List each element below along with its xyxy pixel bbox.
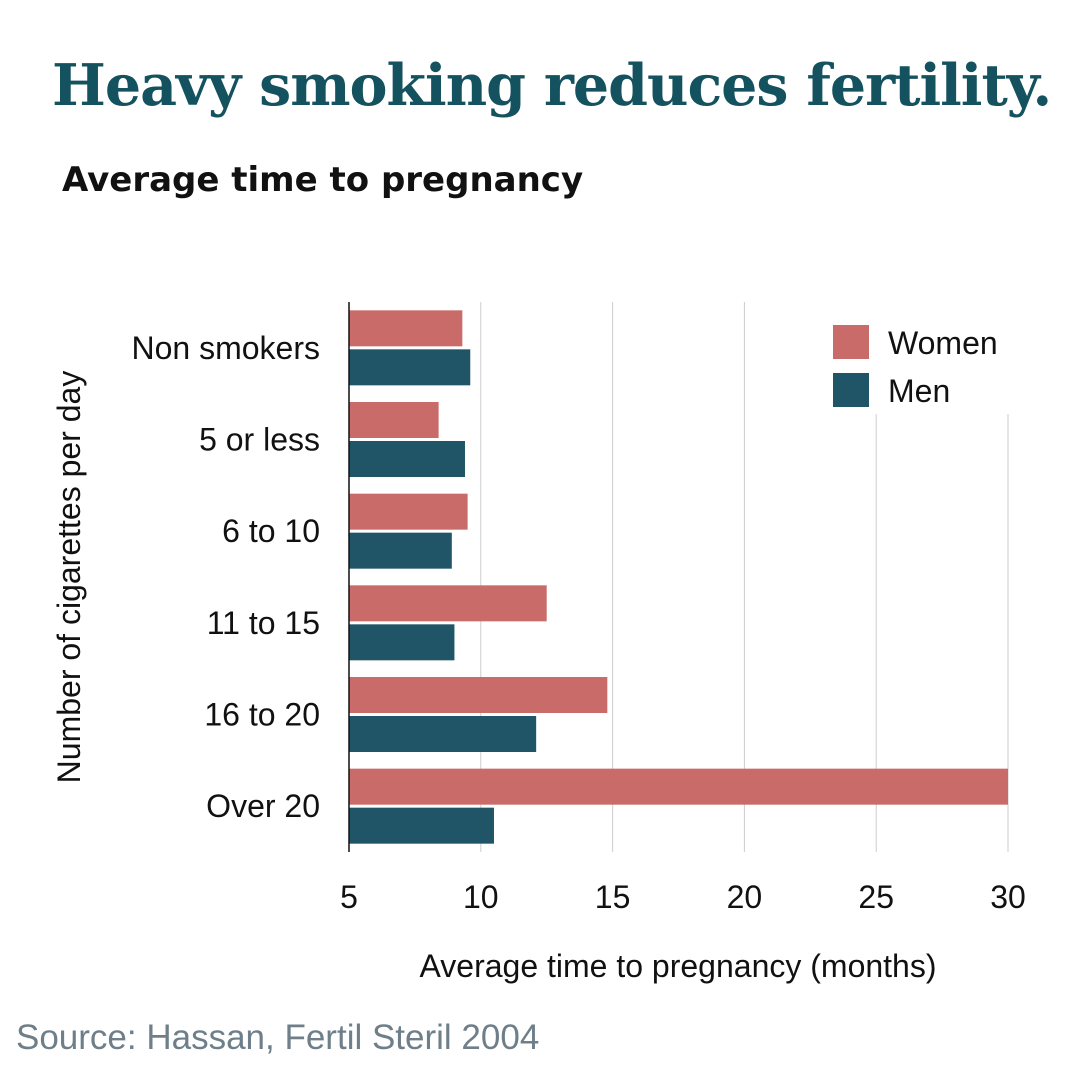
source-note: Source: Hassan, Fertil Steril 2004 <box>16 1018 540 1057</box>
page-title: Heavy smoking reduces fertility. <box>52 52 1052 119</box>
bar-women <box>349 585 547 622</box>
bar-men <box>349 716 537 752</box>
bar-women <box>349 402 439 438</box>
x-tick-label: 15 <box>595 879 631 915</box>
bar-men <box>349 532 452 569</box>
category-label: Over 20 <box>206 788 320 824</box>
bar-women <box>349 677 608 713</box>
legend: Women Men <box>826 302 1010 414</box>
bar-men <box>349 349 471 386</box>
bar-men <box>349 441 465 477</box>
category-label: 5 or less <box>199 422 320 458</box>
category-label: 16 to 20 <box>204 697 320 733</box>
x-tick-label: 10 <box>463 879 499 915</box>
legend-label: Women <box>888 325 998 361</box>
bar-women <box>349 493 468 530</box>
y-axis-label: Number of cigarettes per day <box>51 371 87 784</box>
category-label: Non smokers <box>132 330 321 366</box>
legend-label: Men <box>888 373 950 409</box>
legend-swatch <box>833 373 869 407</box>
category-label: 11 to 15 <box>207 605 320 641</box>
x-tick-label: 25 <box>858 879 894 915</box>
bar-men <box>349 624 455 661</box>
bar-women <box>349 310 463 347</box>
bar-women <box>349 768 1008 805</box>
x-axis-label: Average time to pregnancy (months) <box>420 948 937 984</box>
x-tick-labels: 5 10 15 20 25 30 <box>340 879 1026 915</box>
x-tick-label: 20 <box>727 879 763 915</box>
bar-men <box>349 807 494 844</box>
x-tick-label: 5 <box>340 879 358 915</box>
chart-subtitle: Average time to pregnancy <box>62 160 584 200</box>
category-label: 6 to 10 <box>222 513 320 549</box>
category-labels: Non smokers 5 or less 6 to 10 11 to 15 16 to… <box>132 330 321 824</box>
x-tick-label: 30 <box>990 879 1026 915</box>
bars <box>349 310 1008 844</box>
legend-swatch <box>833 325 869 359</box>
